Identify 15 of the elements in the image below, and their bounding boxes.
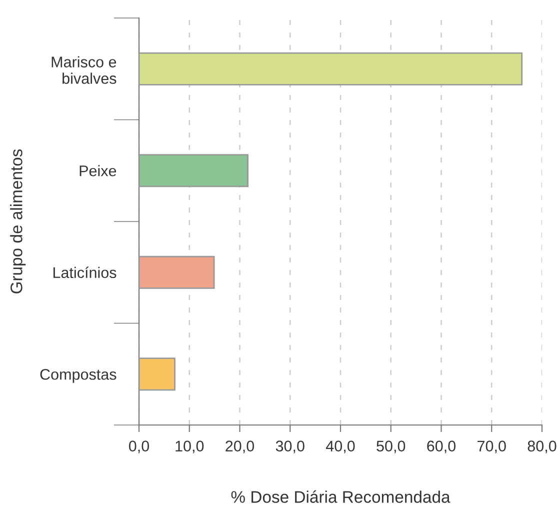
y-axis-title: Grupo de alimentos (10, 149, 26, 294)
x-tick-label: 20,0 (226, 440, 254, 454)
x-tick-label: 40,0 (326, 440, 355, 454)
x-tick-label: 60,0 (427, 440, 456, 454)
x-tick-label: 50,0 (376, 440, 406, 454)
y-tick-label: Laticínios (53, 266, 116, 278)
x-tick-label: 30,0 (276, 440, 304, 454)
y-tick-label: Peixe (80, 165, 116, 176)
x-tick-label: 70,0 (478, 440, 506, 454)
x-tick-label: 10,0 (176, 440, 204, 454)
y-tick-label: Compostas (40, 368, 116, 383)
x-axis-title: % Dose Diária Recomendada (231, 490, 450, 503)
x-tick-label: 0,0 (128, 440, 150, 454)
x-tick-label: 80,0 (528, 440, 556, 454)
y-tick-label: Marisco e bivalves (52, 56, 116, 84)
